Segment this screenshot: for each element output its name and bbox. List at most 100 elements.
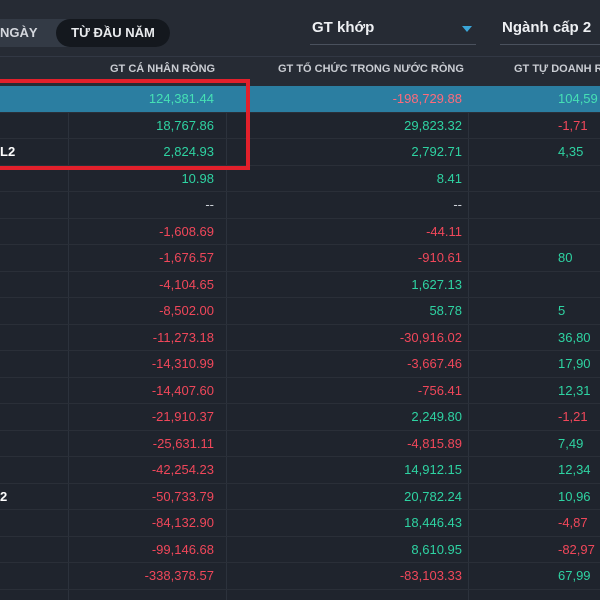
period-ytd-option[interactable]: TỪ ĐẦU NĂM xyxy=(56,19,170,47)
sector-name: 2 xyxy=(0,488,8,504)
domestic-institution-net-value: 2,792.71 xyxy=(411,144,462,159)
proprietary-net-value: 17,90 xyxy=(558,356,591,371)
individual-net-value: 124,381.44 xyxy=(148,91,214,106)
column-divider xyxy=(68,86,69,600)
table-row[interactable]: -42,254.23 14,912.15 12,34 xyxy=(0,457,600,484)
value-type-label: GT khớp xyxy=(312,19,375,36)
proprietary-net-value: -82,97 xyxy=(558,541,595,557)
individual-net-value: -8,502.00 xyxy=(159,303,214,318)
individual-net-value: 18,767.86 xyxy=(156,117,214,133)
domestic-institution-net-value: 1,627.13 xyxy=(411,276,462,292)
period-day-option[interactable]: NGÀY xyxy=(0,25,38,40)
top-toolbar: NGÀY TỪ ĐẦU NĂM GT khớp Ngành cấp 2 xyxy=(0,0,600,56)
annotation-highlight-box xyxy=(0,79,250,170)
proprietary-net-value: 10,96 xyxy=(558,488,591,504)
sector-name xyxy=(0,510,60,537)
table-row[interactable]: -84,132.90 18,446.43 -4,87 xyxy=(0,510,600,537)
individual-net-value: -1,676.57 xyxy=(159,250,214,265)
proprietary-net-value: -1,71 xyxy=(558,117,588,133)
domestic-institution-net-value: -30,916.02 xyxy=(399,329,462,345)
table-row[interactable]: 2 -50,733.79 20,782.24 10,96 xyxy=(0,484,600,510)
sector-name: L2 xyxy=(0,144,16,159)
individual-net-value: -14,310.99 xyxy=(151,356,214,371)
individual-net-value: -14,407.60 xyxy=(151,382,214,398)
table-row[interactable]: -14,407.60 -756.41 12,31 xyxy=(0,378,600,405)
table-row[interactable]: -1,608.69 -44.11 xyxy=(0,219,600,246)
individual-net-value: -338,378.57 xyxy=(144,568,214,583)
table-row[interactable]: -- -- xyxy=(0,192,600,219)
proprietary-net-value: 104,59 xyxy=(558,91,598,106)
table-row[interactable]: -338,378.57 -83,103.33 67,99 xyxy=(0,563,600,590)
value-type-dropdown[interactable]: GT khớp xyxy=(310,11,476,45)
table-row[interactable]: 124,381.44 -198,729.88 104,59 xyxy=(0,86,600,113)
individual-net-value: -21,910.37 xyxy=(151,409,214,424)
header-proprietary[interactable]: GT TỰ DOANH RÒNG xyxy=(514,63,600,75)
sector-name xyxy=(0,351,60,378)
table-row[interactable]: -8,502.00 58.78 5 xyxy=(0,298,600,325)
table-row[interactable]: -11,273.18 -30,916.02 36,80 xyxy=(0,325,600,352)
header-individual[interactable]: GT CÁ NHÂN RÒNG xyxy=(110,63,216,75)
domestic-institution-net-value: 8.41 xyxy=(436,170,462,186)
sector-name xyxy=(0,431,60,458)
table-row[interactable]: -4,104.65 1,627.13 xyxy=(0,272,600,299)
proprietary-net-value: 12,31 xyxy=(558,382,591,398)
individual-net-value: -42,254.23 xyxy=(151,462,214,477)
proprietary-net-value xyxy=(470,272,600,299)
proprietary-net-value: 36,80 xyxy=(558,329,591,345)
proprietary-net-value: 80 xyxy=(558,250,573,265)
column-divider xyxy=(468,86,469,600)
sector-name xyxy=(0,378,60,405)
net-flow-table: 124,381.44 -198,729.88 104,59 18,767.86 29,8… xyxy=(0,86,600,590)
table-row[interactable]: -99,146.68 8,610.95 -82,97 xyxy=(0,537,600,564)
caret-down-icon xyxy=(462,26,472,32)
sector-name xyxy=(0,272,60,299)
individual-net-value: -84,132.90 xyxy=(151,515,214,530)
sector-name xyxy=(0,537,60,564)
domestic-institution-net-value: 58.78 xyxy=(429,303,462,318)
table-row[interactable]: -21,910.37 2,249.80 -1,21 xyxy=(0,404,600,431)
header-domestic-institution[interactable]: GT TỔ CHỨC TRONG NƯỚC RÒNG xyxy=(278,63,464,75)
column-divider xyxy=(226,86,227,600)
proprietary-net-value: 5 xyxy=(558,303,566,318)
individual-net-value: -99,146.68 xyxy=(151,541,214,557)
proprietary-net-value: -4,87 xyxy=(558,515,588,530)
proprietary-net-value: 4,35 xyxy=(558,144,584,159)
domestic-institution-net-value: 20,782.24 xyxy=(404,488,462,504)
proprietary-net-value xyxy=(470,219,600,246)
individual-net-value: -25,631.11 xyxy=(152,435,214,451)
individual-net-value: -50,733.79 xyxy=(151,488,214,504)
domestic-institution-net-value: 8,610.95 xyxy=(411,541,462,557)
sector-name xyxy=(0,245,60,272)
proprietary-net-value: 67,99 xyxy=(558,568,591,583)
sector-name xyxy=(0,325,60,352)
table-row[interactable]: -25,631.11 -4,815.89 7,49 xyxy=(0,431,600,458)
individual-net-value: 10.98 xyxy=(181,170,214,186)
sector-name xyxy=(0,219,60,246)
sector-name xyxy=(0,192,60,219)
sector-name xyxy=(0,404,60,431)
domestic-institution-net-value: 18,446.43 xyxy=(404,515,462,530)
proprietary-net-value: -1,21 xyxy=(558,409,588,424)
individual-net-value: -4,104.65 xyxy=(159,276,214,292)
table-row[interactable]: L2 2,824.93 2,792.71 4,35 xyxy=(0,139,600,166)
proprietary-net-value xyxy=(470,166,600,193)
proprietary-net-value: 12,34 xyxy=(558,462,591,477)
sector-level-label: Ngành cấp 2 xyxy=(502,19,592,36)
individual-net-value: 2,824.93 xyxy=(163,144,214,159)
domestic-institution-net-value: -83,103.33 xyxy=(399,568,462,583)
table-row[interactable]: 18,767.86 29,823.32 -1,71 xyxy=(0,113,600,139)
table-row[interactable]: -1,676.57 -910.61 80 xyxy=(0,245,600,272)
individual-net-value: -1,608.69 xyxy=(159,223,214,239)
table-row[interactable]: -14,310.99 -3,667.46 17,90 xyxy=(0,351,600,378)
proprietary-net-value xyxy=(470,192,600,219)
sector-name xyxy=(0,457,60,484)
proprietary-net-value: 7,49 xyxy=(558,435,584,451)
table-row[interactable]: 10.98 8.41 xyxy=(0,166,600,193)
domestic-institution-net-value: -756.41 xyxy=(417,382,462,398)
sector-level-dropdown[interactable]: Ngành cấp 2 xyxy=(500,11,600,45)
domestic-institution-net-value: -- xyxy=(453,197,462,212)
domestic-institution-net-value: -44.11 xyxy=(426,223,462,239)
domestic-institution-net-value: 29,823.32 xyxy=(404,117,462,133)
domestic-institution-net-value: -4,815.89 xyxy=(407,435,462,451)
domestic-institution-net-value: 2,249.80 xyxy=(411,409,462,424)
